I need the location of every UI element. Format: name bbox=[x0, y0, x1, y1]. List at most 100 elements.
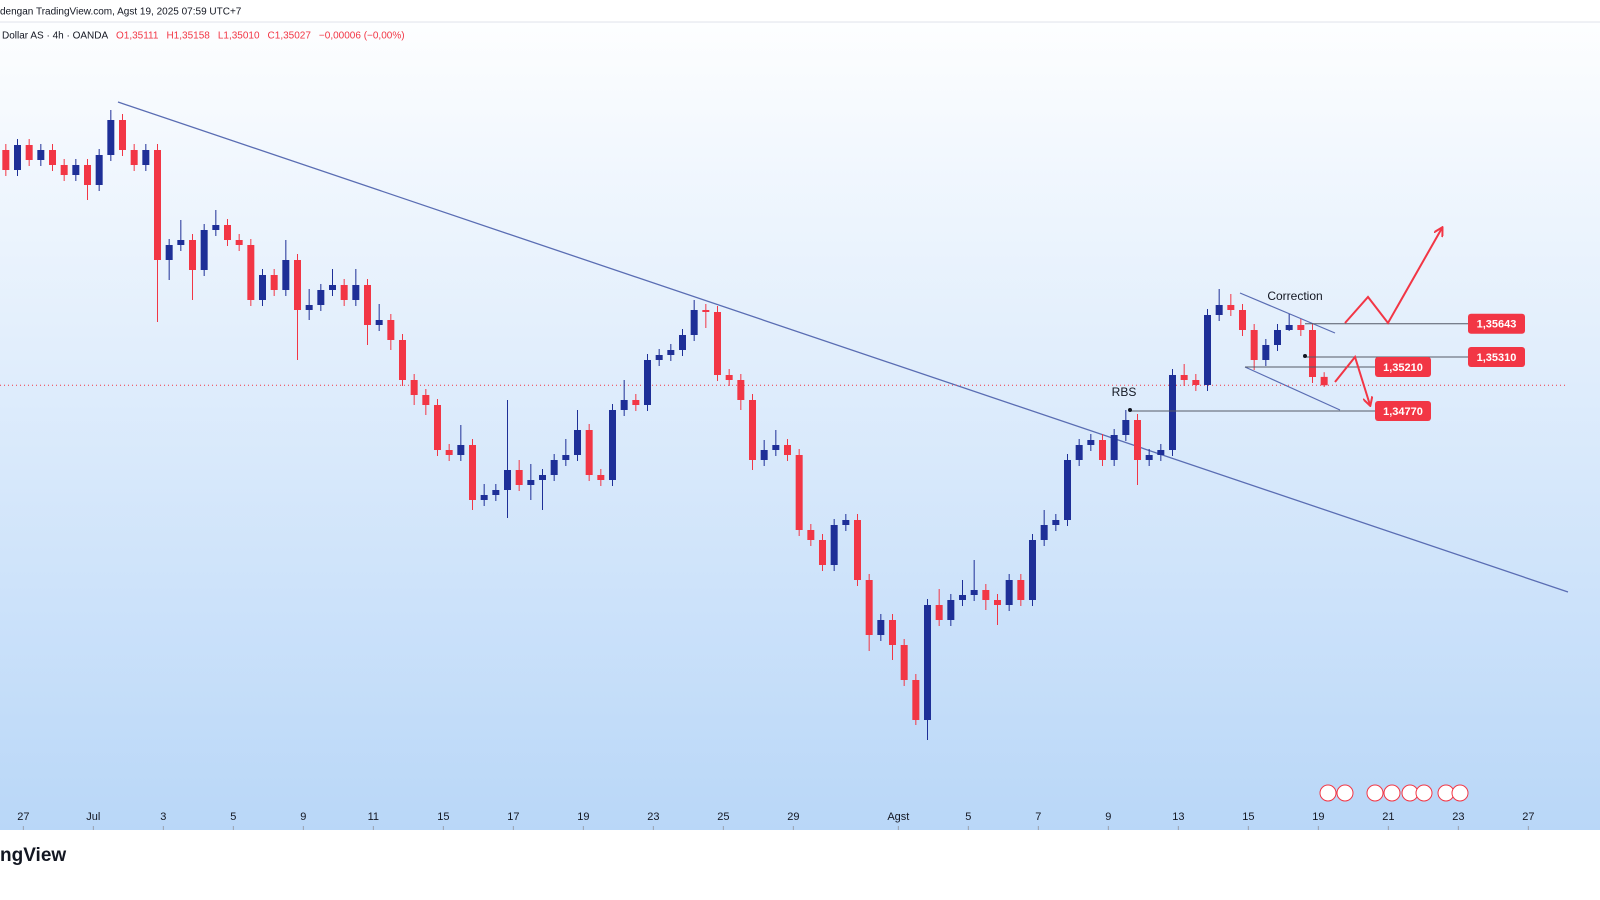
x-tick-label: 15 bbox=[1242, 811, 1254, 823]
candle-body bbox=[387, 320, 395, 340]
candle-body bbox=[212, 225, 220, 230]
candle-body bbox=[37, 150, 45, 160]
candle-body bbox=[434, 405, 441, 450]
candle-body bbox=[107, 120, 115, 155]
candle-body bbox=[714, 312, 721, 375]
event-icon[interactable] bbox=[1451, 784, 1469, 802]
candle-body bbox=[119, 120, 126, 150]
candle-body bbox=[760, 450, 768, 460]
candle-body bbox=[154, 150, 161, 260]
candle-body bbox=[889, 620, 896, 645]
candle-body bbox=[877, 620, 885, 635]
level-label: 1,35643 bbox=[1477, 319, 1517, 331]
event-icon[interactable] bbox=[1383, 784, 1401, 802]
candle-body bbox=[504, 470, 511, 490]
event-icon[interactable] bbox=[1336, 784, 1354, 802]
candle-body bbox=[1099, 440, 1106, 460]
candle-body bbox=[329, 285, 336, 290]
level-label: 1,35210 bbox=[1383, 362, 1423, 374]
candle-body bbox=[445, 450, 453, 455]
x-tick-label: 5 bbox=[965, 811, 971, 823]
bull-arrow bbox=[1344, 228, 1442, 325]
candle-body bbox=[830, 525, 838, 565]
candle-body bbox=[725, 375, 733, 380]
level-label: 1,35310 bbox=[1477, 352, 1517, 364]
candle-body bbox=[539, 475, 546, 480]
ohlc-value: O1,35111 bbox=[116, 31, 159, 42]
candle-body bbox=[317, 290, 325, 305]
candle-body bbox=[1040, 525, 1048, 540]
bear-arrow bbox=[1334, 354, 1370, 405]
candle-body bbox=[1274, 330, 1281, 345]
candle-body bbox=[1064, 460, 1071, 520]
x-tick-label: 15 bbox=[437, 811, 449, 823]
candle-body bbox=[305, 305, 313, 310]
levels: 1,35643 1,35310 1,35210 1,34770 bbox=[1130, 313, 1525, 421]
candle-body bbox=[422, 395, 430, 405]
candle-body bbox=[1297, 325, 1305, 330]
event-icon[interactable] bbox=[1415, 784, 1433, 802]
channel-top bbox=[1239, 292, 1336, 334]
event-icons bbox=[1319, 784, 1469, 802]
candle-body bbox=[95, 155, 103, 185]
x-tick-label: 9 bbox=[300, 811, 306, 823]
candle-body bbox=[527, 480, 535, 485]
candle-body bbox=[1145, 455, 1153, 460]
ohlc-value: L1,35010 bbox=[218, 31, 260, 42]
candle-body bbox=[1134, 420, 1141, 460]
candle-body bbox=[1052, 520, 1060, 525]
candle-body bbox=[1122, 420, 1130, 435]
candle-body bbox=[200, 230, 208, 270]
candle-body bbox=[959, 595, 966, 600]
candle-body bbox=[1204, 315, 1211, 385]
candle-body bbox=[620, 400, 628, 410]
candle-body bbox=[224, 225, 231, 240]
candle-body bbox=[1087, 440, 1095, 445]
annotation: Correction bbox=[1267, 289, 1322, 303]
x-tick-label: 3 bbox=[160, 811, 166, 823]
candle-body bbox=[177, 240, 185, 245]
candle-body bbox=[784, 445, 791, 455]
x-tick-label: 19 bbox=[1312, 811, 1324, 823]
event-icon[interactable] bbox=[1319, 784, 1337, 802]
level-badge bbox=[1468, 313, 1525, 334]
ohlc-values: O1,35111 H1,35158 L1,35010 C1,35027 −0,00006… bbox=[116, 31, 405, 42]
candle-body bbox=[14, 145, 21, 170]
symbol-text: Dollar AS · 4h · OANDA bbox=[2, 31, 108, 42]
candles bbox=[0, 110, 1568, 740]
candle-body bbox=[1110, 435, 1118, 460]
x-tick-label: 25 bbox=[717, 811, 729, 823]
level-badge bbox=[1375, 401, 1431, 421]
header-bar bbox=[0, 0, 1600, 22]
candle-body bbox=[515, 470, 523, 485]
candle-body bbox=[690, 310, 698, 335]
candle-body bbox=[982, 590, 990, 600]
candle-body bbox=[1215, 305, 1223, 315]
candle-body bbox=[282, 260, 290, 290]
candle-body bbox=[294, 260, 301, 310]
candle-body bbox=[364, 285, 371, 325]
candle-body bbox=[609, 410, 616, 480]
x-tick-label: 29 bbox=[787, 811, 799, 823]
candle-body bbox=[1227, 305, 1235, 310]
candle-body bbox=[935, 605, 943, 620]
event-icon[interactable] bbox=[1366, 784, 1384, 802]
candle-body bbox=[994, 600, 1001, 605]
candle-body bbox=[772, 445, 780, 450]
candle-body bbox=[655, 355, 663, 360]
channel-bottom bbox=[1244, 366, 1341, 411]
candle-body bbox=[1157, 450, 1165, 455]
candle-body bbox=[900, 645, 908, 680]
x-tick-label: 21 bbox=[1382, 811, 1394, 823]
x-tick-label: 9 bbox=[1105, 811, 1111, 823]
candle-body bbox=[749, 400, 756, 460]
source-text: dengan TradingView.com, Agst 19, 2025 07… bbox=[0, 7, 242, 18]
candle-body bbox=[562, 455, 570, 460]
x-tick-label: 27 bbox=[17, 811, 29, 823]
candle-body bbox=[947, 600, 955, 620]
candle-body bbox=[25, 145, 33, 160]
candle-body bbox=[1005, 580, 1013, 605]
candle-body bbox=[1285, 325, 1293, 330]
candle-body bbox=[84, 165, 91, 185]
